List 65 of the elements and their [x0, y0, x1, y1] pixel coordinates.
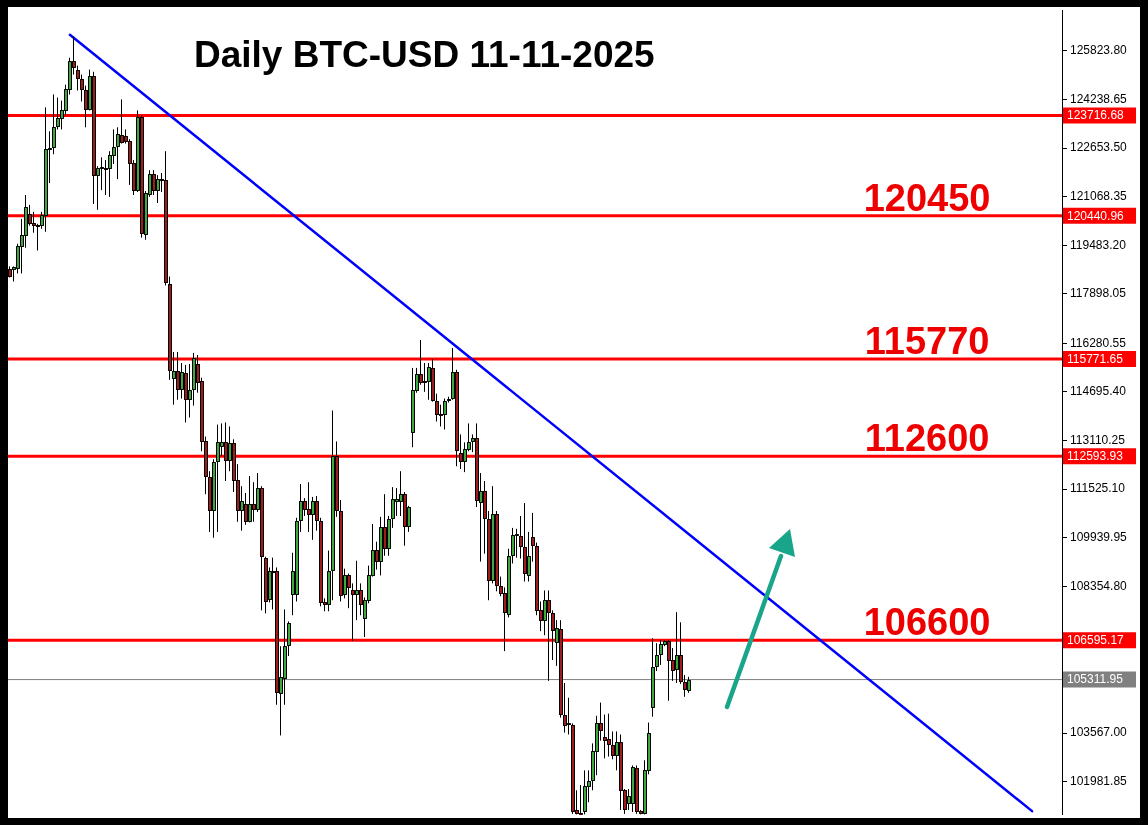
annotation: 106600: [863, 601, 991, 644]
y-tick-label: 114695.40: [1070, 384, 1127, 399]
candlestick: [331, 410, 335, 601]
y-tick-label: 122653.50: [1070, 140, 1128, 155]
ref-line-label: 105311.95: [1067, 672, 1124, 687]
candlestick: [100, 156, 104, 191]
candlestick: [216, 424, 220, 533]
candlestick: [248, 475, 252, 523]
y-tick-label: 125823.80: [1070, 43, 1128, 58]
candlestick: [491, 485, 495, 584]
y-tick-label: 116280.55: [1070, 335, 1127, 350]
text: Daily BTC-USD 11-11-2025: [193, 34, 655, 76]
y-tick-label: 103567.00: [1070, 725, 1128, 740]
candlestick: [156, 174, 160, 204]
candlestick: [283, 608, 287, 706]
candlestick: [311, 496, 315, 541]
y-tick-label: 119483.20: [1070, 237, 1127, 252]
annotation: 120450: [863, 176, 991, 219]
candlestick: [260, 485, 264, 611]
candlestick: [427, 362, 431, 401]
candlestick: [307, 481, 311, 533]
ref-line-label: 115771.65: [1067, 351, 1124, 366]
candlestick: [603, 714, 607, 759]
candlestick: [24, 194, 28, 249]
y-tick-label: 108354.80: [1070, 578, 1128, 593]
candlestick: [631, 764, 635, 813]
ref-line-label: 120440.96: [1067, 208, 1125, 223]
candlestick: [651, 637, 655, 718]
candlestick: [523, 502, 527, 583]
ref-line-label: 123716.68: [1067, 108, 1125, 123]
candlestick: [455, 369, 459, 467]
ref-line-label: 106595.17: [1067, 633, 1125, 648]
candlestick: [667, 639, 671, 702]
candlestick: [44, 106, 48, 233]
candlestick: [355, 560, 359, 621]
y-tick-label: 113110.25: [1070, 432, 1126, 447]
candlestick: [264, 556, 268, 614]
candlestick: [411, 367, 415, 448]
annotation: 115770: [864, 319, 990, 362]
candlestick: [52, 93, 56, 155]
candlestick: [619, 733, 623, 811]
candlestick: [403, 491, 407, 547]
candlestick: [495, 510, 499, 592]
annotation: 112600: [864, 417, 990, 460]
candlestick: [176, 351, 180, 401]
y-tick-label: 101981.85: [1070, 773, 1128, 788]
candlestick: [607, 713, 611, 758]
candlestick: [192, 352, 196, 407]
candlestick: [184, 364, 188, 423]
candlestick: [140, 114, 144, 239]
candlestick: [252, 481, 256, 523]
y-tick-label: 124238.65: [1070, 91, 1128, 106]
candlestick: [244, 492, 248, 526]
ref-line-label: 112593.93: [1067, 449, 1124, 464]
candlestick: [395, 487, 399, 517]
y-tick-label: 111525.10: [1070, 481, 1126, 496]
candlestick: [583, 769, 587, 815]
y-tick-label: 117898.05: [1070, 286, 1127, 301]
candlestick: [611, 730, 615, 760]
y-tick-label: 109939.95: [1070, 530, 1128, 545]
candlestick: [675, 611, 679, 684]
candlestick: [571, 722, 575, 815]
candlestick: [547, 589, 551, 682]
candlestick: [224, 421, 228, 482]
y-tick-label: 121068.35: [1070, 188, 1128, 203]
